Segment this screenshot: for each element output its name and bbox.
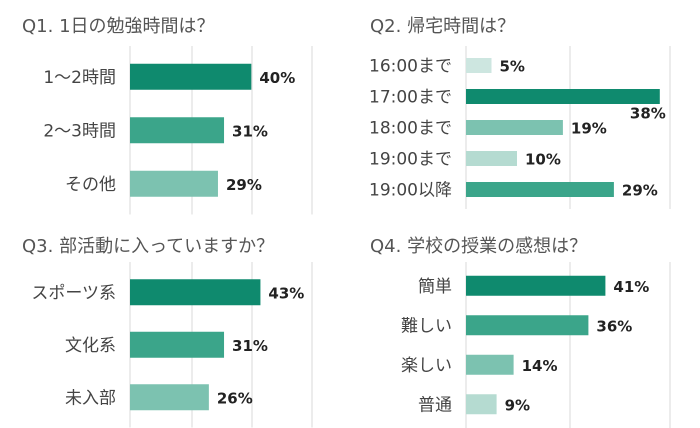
bar — [466, 394, 497, 415]
value-label: 14% — [522, 357, 558, 375]
value-label: 36% — [596, 317, 632, 335]
category-label: その他 — [65, 175, 116, 195]
bar — [130, 117, 225, 144]
category-label: 19:00まで — [369, 150, 452, 170]
bar — [466, 182, 614, 197]
category-label: 簡単 — [418, 277, 452, 297]
bar — [466, 275, 606, 296]
category-label: 1〜2時間 — [43, 68, 116, 88]
bar — [130, 170, 218, 197]
chart-q4-title: Q4. 学校の授業の感想は？ — [370, 236, 587, 257]
bar — [466, 315, 589, 336]
bar — [466, 58, 492, 73]
category-label: 難しい — [401, 316, 452, 336]
bar — [466, 354, 514, 375]
value-label: 40% — [259, 69, 295, 87]
value-label: 43% — [268, 284, 304, 302]
value-label: 31% — [232, 337, 268, 355]
value-label: 31% — [232, 122, 268, 140]
category-label: 16:00まで — [369, 57, 452, 77]
bar — [130, 331, 225, 358]
category-label: 17:00まで — [369, 88, 452, 108]
category-label: 2〜3時間 — [43, 121, 116, 141]
bar — [130, 384, 209, 411]
chart-q2: Q2. 帰宅時間は？ 16:00まで 5% 17:00まで 38% 18:00まで 19%… — [369, 16, 671, 209]
category-label: 未入部 — [65, 388, 116, 408]
bar — [466, 89, 660, 104]
chart-q4: Q4. 学校の授業の感想は？ 簡単 41% 難しい 36% 楽しい 14% 普通 9% — [370, 236, 671, 428]
chart-q3-title: Q3. 部活動に入っていますか？ — [22, 236, 274, 257]
bar — [466, 151, 517, 166]
bar — [466, 120, 563, 135]
value-label: 41% — [613, 278, 649, 296]
value-label: 26% — [217, 389, 253, 407]
value-label: 9% — [505, 396, 530, 414]
category-label: 楽しい — [401, 356, 452, 376]
bar — [130, 63, 252, 90]
value-label: 19% — [571, 120, 607, 138]
value-label: 29% — [226, 176, 262, 194]
value-label: 10% — [525, 151, 561, 169]
category-label: 19:00以降 — [369, 181, 452, 201]
chart-q2-title: Q2. 帰宅時間は？ — [370, 16, 515, 37]
chart-q3: Q3. 部活動に入っていますか？ スポーツ系 43% 文化系 31% 未入部 26% — [22, 236, 313, 428]
category-label: 18:00まで — [369, 119, 452, 139]
value-label: 38% — [630, 105, 666, 123]
category-label: 文化系 — [65, 336, 116, 356]
category-label: 普通 — [418, 395, 452, 415]
chart-q1-title: Q1. 1日の勉強時間は？ — [22, 16, 215, 37]
bar — [130, 279, 261, 306]
chart-q1: Q1. 1日の勉強時間は？ 1〜2時間 40% 2〜3時間 31% その他 29% — [22, 16, 313, 215]
value-label: 5% — [500, 58, 525, 76]
category-label: スポーツ系 — [31, 283, 116, 303]
value-label: 29% — [622, 182, 658, 200]
